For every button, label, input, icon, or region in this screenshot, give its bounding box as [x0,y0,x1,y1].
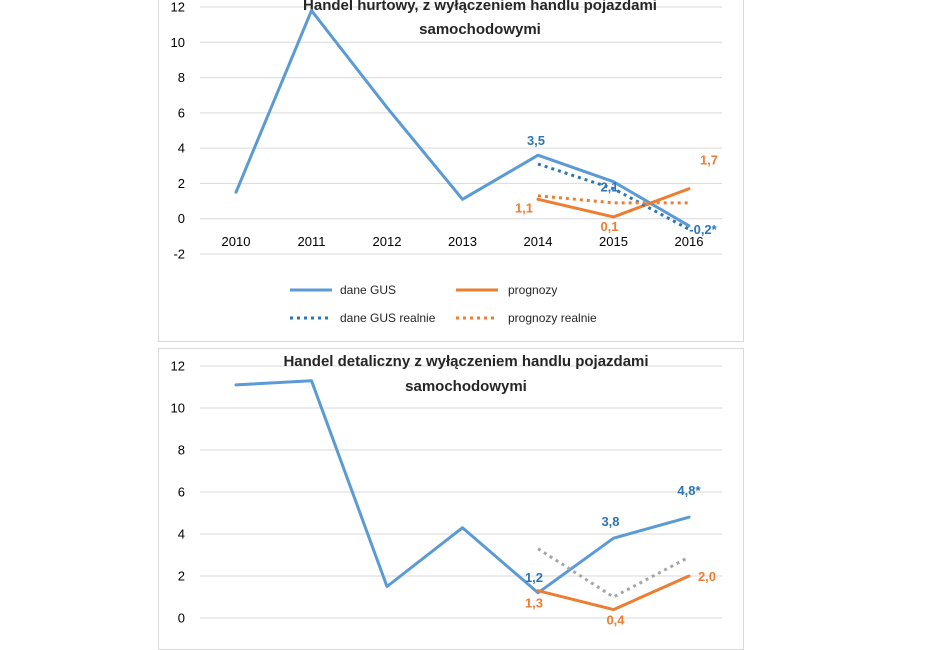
series-line-prognozy [536,574,691,612]
legend-label: prognozy [508,283,557,297]
y-tick-label: 2 [178,569,185,584]
y-tick-label: 6 [178,105,185,120]
x-tick-label: 2011 [298,234,326,249]
data-label: 1,7 [700,153,718,168]
data-label: -0,2* [689,222,717,237]
x-tick-label: 2016 [675,234,704,249]
y-tick-label: 0 [178,611,185,626]
series-line-prognozy-realnie [537,194,689,205]
y-tick-label: 12 [171,0,185,15]
x-tick-label: 2012 [373,234,402,249]
legend-label: prognozy realnie [508,311,597,325]
x-tick-label: 2013 [448,234,477,249]
series-line-prognozy-realnie [537,547,690,599]
y-tick-label: -2 [173,247,185,262]
data-label: 0,1 [600,219,618,234]
chart-title: Handel hurtowy, z wyłączeniem handlu poj… [303,0,657,14]
x-tick-label: 2015 [599,234,628,249]
chart-canvas: 12 10 8 6 4 2 0 -2 Handel hurtowy, z wyłączeniem… [171,0,722,628]
series-line-prognozy [536,187,691,219]
series-line-dane-GUS-realnie [537,162,690,231]
chart-panel-retail [158,348,744,650]
data-label: 2,0 [698,569,716,584]
chart-title: samochodowymi [419,21,541,38]
legend-label: dane GUS [340,283,396,297]
data-label: 0,4 [606,613,625,628]
y-tick-label: 10 [171,401,185,416]
chart-title: samochodowymi [405,378,527,395]
y-tick-label: 2 [178,176,185,191]
series-line-dane-GUS [234,9,691,228]
x-tick-label: 2010 [222,234,251,249]
data-label: 3,5 [527,133,545,148]
y-tick-label: 6 [178,485,185,500]
x-tick-label: 2014 [524,234,553,249]
data-label: 1,3 [525,596,543,611]
y-tick-label: 10 [171,35,185,50]
legend-label: dane GUS realnie [340,311,436,325]
data-label: 1,1 [515,200,533,215]
data-label: 4,8* [677,483,701,498]
y-tick-label: 8 [178,70,185,85]
y-tick-label: 4 [178,527,185,542]
y-tick-label: 4 [178,141,185,156]
chart-panel-wholesale [158,0,744,342]
data-label: 1,2 [525,570,543,585]
data-label: 2,1 [600,180,618,195]
series-line-dane-GUS [234,379,691,595]
y-tick-label: 8 [178,443,185,458]
y-tick-label: 0 [178,211,185,226]
data-label: 3,8 [601,514,619,529]
chart-title: Handel detaliczny z wyłączeniem handlu p… [283,353,648,370]
y-tick-label: 12 [171,359,185,374]
